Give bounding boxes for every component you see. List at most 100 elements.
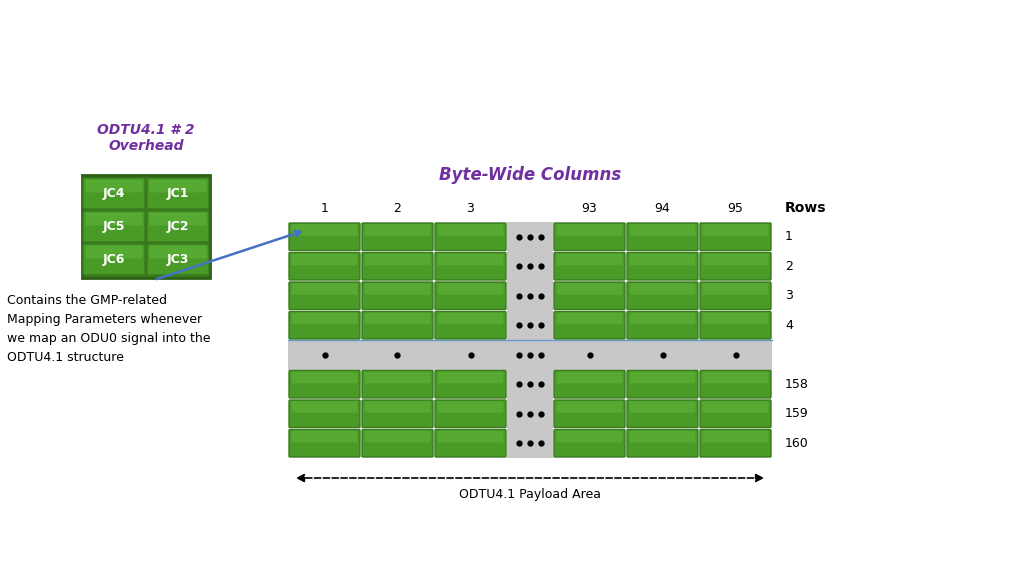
Text: 3: 3	[785, 289, 793, 302]
FancyBboxPatch shape	[554, 400, 625, 427]
FancyBboxPatch shape	[702, 431, 768, 442]
Text: 160: 160	[785, 437, 809, 450]
Text: 159: 159	[785, 407, 809, 420]
FancyBboxPatch shape	[630, 224, 695, 236]
FancyBboxPatch shape	[435, 400, 506, 427]
FancyBboxPatch shape	[362, 252, 433, 280]
FancyBboxPatch shape	[85, 180, 142, 192]
FancyBboxPatch shape	[556, 372, 623, 383]
Text: 1: 1	[785, 230, 793, 243]
FancyBboxPatch shape	[702, 283, 768, 295]
FancyBboxPatch shape	[556, 313, 623, 324]
FancyBboxPatch shape	[437, 283, 504, 295]
FancyBboxPatch shape	[554, 430, 625, 457]
FancyBboxPatch shape	[627, 282, 698, 309]
FancyBboxPatch shape	[292, 253, 357, 266]
FancyBboxPatch shape	[435, 430, 506, 457]
FancyBboxPatch shape	[292, 431, 357, 442]
FancyBboxPatch shape	[700, 252, 771, 280]
FancyBboxPatch shape	[292, 283, 357, 295]
FancyBboxPatch shape	[83, 178, 145, 209]
FancyBboxPatch shape	[556, 431, 623, 442]
FancyBboxPatch shape	[556, 283, 623, 295]
FancyBboxPatch shape	[365, 224, 430, 236]
Text: Contains the GMP-related
Mapping Parameters whenever
we map an ODU0 signal into : Contains the GMP-related Mapping Paramet…	[7, 294, 211, 364]
FancyBboxPatch shape	[700, 370, 771, 398]
Bar	[288, 340, 772, 369]
FancyBboxPatch shape	[435, 312, 506, 339]
FancyBboxPatch shape	[289, 400, 360, 427]
FancyBboxPatch shape	[437, 431, 504, 442]
Text: JC3: JC3	[167, 253, 189, 266]
FancyBboxPatch shape	[289, 252, 360, 280]
FancyBboxPatch shape	[83, 244, 145, 275]
Text: 93: 93	[582, 202, 597, 215]
FancyBboxPatch shape	[700, 430, 771, 457]
FancyBboxPatch shape	[702, 224, 768, 236]
FancyBboxPatch shape	[362, 400, 433, 427]
FancyBboxPatch shape	[630, 283, 695, 295]
FancyBboxPatch shape	[289, 312, 360, 339]
Text: JC5: JC5	[102, 220, 125, 233]
FancyBboxPatch shape	[437, 401, 504, 413]
FancyBboxPatch shape	[627, 223, 698, 251]
FancyBboxPatch shape	[437, 372, 504, 383]
Text: JC1: JC1	[167, 187, 189, 200]
Text: 2: 2	[785, 260, 793, 273]
Text: ODTU4.1 # 2
Overhead: ODTU4.1 # 2 Overhead	[97, 123, 195, 153]
FancyBboxPatch shape	[700, 312, 771, 339]
FancyBboxPatch shape	[554, 282, 625, 309]
FancyBboxPatch shape	[702, 401, 768, 413]
FancyBboxPatch shape	[85, 213, 142, 225]
FancyBboxPatch shape	[630, 372, 695, 383]
Text: 94: 94	[654, 202, 671, 215]
FancyBboxPatch shape	[700, 282, 771, 309]
Text: 158: 158	[785, 378, 809, 391]
FancyBboxPatch shape	[365, 313, 430, 324]
Text: JC6: JC6	[102, 253, 125, 266]
FancyBboxPatch shape	[365, 401, 430, 413]
FancyBboxPatch shape	[627, 252, 698, 280]
FancyBboxPatch shape	[435, 370, 506, 398]
FancyBboxPatch shape	[630, 401, 695, 413]
FancyBboxPatch shape	[627, 430, 698, 457]
FancyBboxPatch shape	[365, 283, 430, 295]
FancyBboxPatch shape	[289, 370, 360, 398]
FancyBboxPatch shape	[362, 430, 433, 457]
FancyBboxPatch shape	[150, 180, 207, 192]
FancyBboxPatch shape	[627, 312, 698, 339]
FancyBboxPatch shape	[702, 372, 768, 383]
Text: 2: 2	[393, 202, 401, 215]
FancyBboxPatch shape	[147, 211, 209, 242]
FancyBboxPatch shape	[437, 253, 504, 266]
Bar	[82, 175, 210, 278]
FancyBboxPatch shape	[292, 313, 357, 324]
FancyBboxPatch shape	[292, 401, 357, 413]
FancyBboxPatch shape	[554, 223, 625, 251]
FancyBboxPatch shape	[702, 253, 768, 266]
Bar	[507, 222, 553, 458]
FancyBboxPatch shape	[150, 245, 207, 259]
FancyBboxPatch shape	[556, 253, 623, 266]
FancyBboxPatch shape	[435, 252, 506, 280]
FancyBboxPatch shape	[435, 282, 506, 309]
FancyBboxPatch shape	[83, 211, 145, 242]
FancyBboxPatch shape	[554, 370, 625, 398]
FancyBboxPatch shape	[147, 244, 209, 275]
FancyBboxPatch shape	[556, 401, 623, 413]
FancyBboxPatch shape	[150, 213, 207, 225]
FancyBboxPatch shape	[289, 282, 360, 309]
FancyBboxPatch shape	[554, 252, 625, 280]
FancyBboxPatch shape	[554, 312, 625, 339]
FancyBboxPatch shape	[556, 224, 623, 236]
FancyBboxPatch shape	[437, 224, 504, 236]
FancyBboxPatch shape	[435, 223, 506, 251]
FancyBboxPatch shape	[627, 370, 698, 398]
FancyBboxPatch shape	[289, 223, 360, 251]
FancyBboxPatch shape	[630, 431, 695, 442]
FancyBboxPatch shape	[289, 430, 360, 457]
FancyBboxPatch shape	[700, 223, 771, 251]
FancyBboxPatch shape	[365, 431, 430, 442]
FancyBboxPatch shape	[627, 400, 698, 427]
FancyBboxPatch shape	[362, 370, 433, 398]
